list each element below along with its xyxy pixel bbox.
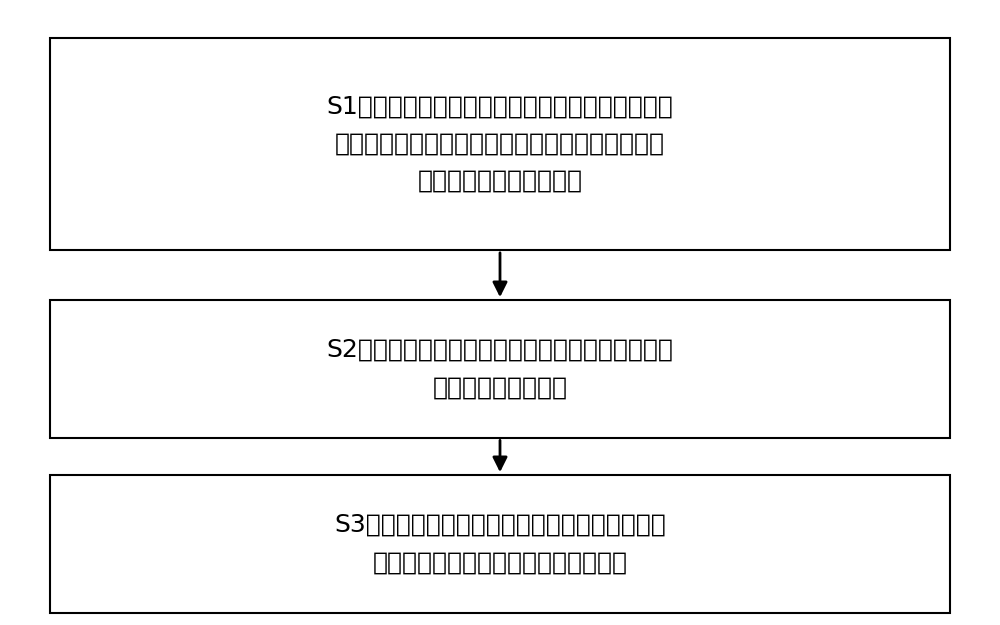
Bar bbox=[50, 300, 950, 438]
Bar bbox=[50, 475, 950, 612]
Text: S1、将点电极电容传感器的点电极安装在注塑过程
的关键点处，并将点电极电容传感器通过电容测量
单元与状态识别系统连接: S1、将点电极电容传感器的点电极安装在注塑过程 的关键点处，并将点电极电容传感器… bbox=[327, 94, 673, 193]
Text: S3、根据采集的输出电压和采集时刻进行状态识
别，从而检测出注塑模具内熔体的状态: S3、根据采集的输出电压和采集时刻进行状态识 别，从而检测出注塑模具内熔体的状态 bbox=[334, 513, 666, 574]
Text: S2、根据预设的采样周期定时对点电极电容传感器
的输出电压进行采集: S2、根据预设的采样周期定时对点电极电容传感器 的输出电压进行采集 bbox=[327, 338, 673, 399]
Bar bbox=[50, 38, 950, 250]
